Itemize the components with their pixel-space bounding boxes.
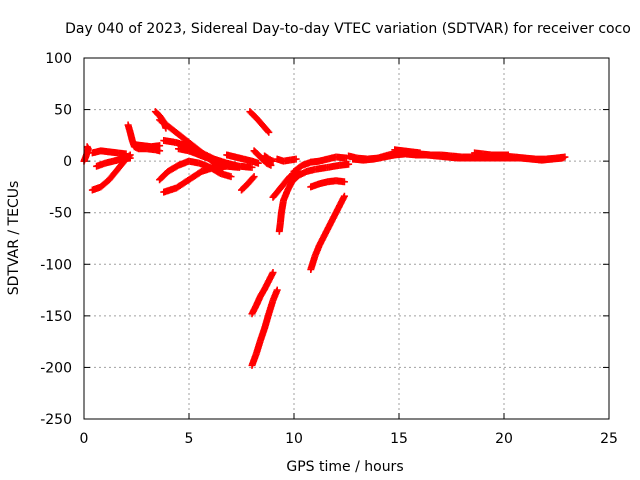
series-arc-24 — [248, 269, 277, 318]
data-point-trail — [255, 152, 265, 162]
data-point — [254, 159, 262, 167]
y-tick-label: -150 — [40, 309, 72, 325]
data-point — [273, 286, 281, 294]
data-point-trail — [251, 148, 261, 158]
series-arc-28 — [391, 146, 424, 157]
tick-layer: 0 5 10 15 20 25 -250 -200 -150 -100 -50 0 50 100 — [40, 51, 618, 447]
series-arc-03 — [88, 147, 130, 158]
data-point-trail — [260, 156, 270, 166]
data-point-trail — [247, 109, 259, 121]
series-arc-15 — [246, 108, 273, 136]
chart-title: Day 040 of 2023, Sidereal Day-to-day VTE… — [65, 21, 631, 37]
series-arc-06 — [130, 141, 164, 151]
x-tick-label: 20 — [495, 431, 513, 447]
data-point-trail — [157, 117, 171, 129]
series-arc-04 — [93, 154, 134, 170]
data-point — [292, 155, 300, 163]
x-tick-label: 25 — [600, 431, 618, 447]
data-point-trail — [253, 115, 265, 128]
y-tick-label: 0 — [63, 154, 72, 170]
data-point — [227, 161, 235, 169]
data-point — [345, 160, 353, 168]
x-tick-label: 5 — [185, 431, 194, 447]
data-point — [248, 163, 256, 171]
y-tick-label: 50 — [54, 103, 72, 119]
plot-frame — [83, 57, 610, 420]
series-arc-23 — [307, 177, 348, 191]
y-tick-label: -50 — [49, 206, 72, 222]
y-tick-label: 100 — [45, 51, 72, 67]
series-arc-19 — [273, 155, 300, 165]
data-point — [126, 154, 134, 162]
series-arc-29 — [471, 149, 512, 159]
data-point — [227, 173, 235, 181]
series-arc-21 — [290, 153, 350, 175]
data-point-trail — [270, 184, 284, 200]
y-tick-label: -100 — [40, 257, 72, 273]
data-layer — [80, 108, 569, 369]
data-point — [504, 151, 512, 159]
series-arc-16 — [250, 147, 275, 169]
data-point-trail — [262, 153, 272, 162]
x-tick-label: 0 — [80, 431, 89, 447]
data-point — [269, 269, 277, 277]
x-tick-label: 10 — [285, 431, 303, 447]
y-tick-label: -250 — [40, 412, 72, 428]
x-axis-label: GPS time / hours — [286, 459, 403, 475]
data-point-trail — [245, 174, 257, 187]
y-axis-label: SDTVAR / TECUs — [6, 181, 22, 296]
data-point-trail — [260, 122, 272, 135]
series-arc-27 — [349, 150, 567, 164]
data-point-trail — [278, 174, 293, 190]
data-point — [235, 163, 243, 171]
data-point-trail — [264, 160, 273, 169]
x-tick-label: 15 — [390, 431, 408, 447]
data-point — [83, 143, 91, 151]
data-point — [340, 192, 348, 200]
data-point-trail — [106, 167, 121, 183]
grid-layer — [84, 58, 609, 419]
data-point-trail — [174, 177, 192, 191]
series-arc-12 — [175, 145, 235, 169]
y-tick-label: -200 — [40, 360, 72, 376]
series-arc-14 — [238, 173, 258, 194]
data-point — [250, 173, 258, 181]
series-arc-17 — [261, 152, 277, 165]
series-arc-11 — [156, 157, 235, 184]
data-point-trail — [266, 156, 276, 164]
data-point — [265, 128, 273, 136]
data-point-trail — [157, 168, 171, 183]
data-point-trail — [239, 181, 251, 193]
data-point-trail — [165, 123, 181, 137]
data-point-trail — [176, 131, 192, 146]
data-point — [559, 154, 567, 162]
data-point-trail — [186, 168, 204, 183]
series-arc-25 — [248, 286, 281, 369]
data-point — [269, 157, 277, 165]
data-point — [416, 149, 424, 157]
data-point-trail — [81, 153, 90, 164]
series-arc-22 — [307, 192, 348, 273]
data-point-trail — [289, 173, 301, 185]
data-point — [340, 178, 348, 186]
series-arc-20 — [275, 160, 353, 235]
data-point-trail — [152, 109, 163, 119]
series-arc-13 — [223, 151, 262, 167]
data-point — [156, 142, 164, 150]
data-point-trail — [291, 162, 305, 175]
data-point-trail — [98, 177, 112, 190]
